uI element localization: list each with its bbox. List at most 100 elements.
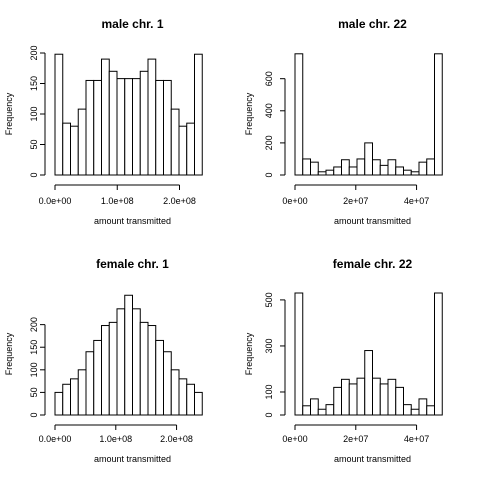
histogram-panel-3: female chr. 1 0.0e+00 1.0e+08 2.0e+08 0 50 100… — [4, 257, 203, 464]
x-tick-label: 0e+00 — [282, 196, 307, 206]
histogram-bar — [124, 78, 133, 176]
histogram-bar — [155, 339, 164, 416]
histogram-bar — [372, 159, 381, 176]
histogram-bar — [310, 398, 319, 416]
y-tick-label: 100 — [264, 384, 274, 399]
histogram-bar — [395, 386, 404, 416]
histogram-bar — [387, 378, 397, 416]
y-tick-label: 0 — [264, 172, 274, 177]
histogram-bar — [317, 408, 327, 416]
histogram-bar — [54, 53, 64, 176]
x-tick-label: 2.0e+08 — [160, 434, 193, 444]
y-tick-label: 200 — [29, 317, 39, 332]
y-tick-label: 50 — [29, 139, 39, 149]
histogram-bar — [147, 325, 157, 416]
histogram-bar — [132, 78, 141, 176]
y-tick-label: 0 — [264, 412, 274, 417]
histogram-bar — [70, 125, 79, 176]
histogram-bar — [302, 158, 311, 176]
histogram-bar — [116, 78, 126, 176]
histogram-bar — [101, 325, 110, 416]
histogram-bar — [302, 405, 311, 416]
histogram-bar — [85, 351, 95, 416]
histogram-panel-2: male chr. 22 0e+00 2e+07 4e+07 0 200 400 600 amo… — [244, 17, 443, 226]
histogram-bar — [101, 58, 110, 176]
y-tick-label: 300 — [264, 338, 274, 353]
histogram-bar — [77, 369, 87, 416]
histogram-bar — [194, 391, 203, 416]
histogram-bar — [403, 404, 412, 416]
y-axis-label: Frequency — [4, 92, 14, 135]
x-axis-label: amount transmitted — [94, 454, 171, 464]
histogram-panel-1: male chr. 1 0.0e+00 1.0e+08 2.0e+08 0 50 100 15… — [4, 17, 203, 226]
histogram-bar — [434, 53, 443, 176]
x-tick-label: 2e+07 — [343, 434, 368, 444]
histogram-bar — [178, 125, 188, 176]
x-axis-label: amount transmitted — [94, 216, 171, 226]
histogram-bar — [403, 169, 412, 176]
y-tick-label: 0 — [29, 412, 39, 417]
histogram-panel-4: female chr. 22 0e+00 2e+07 4e+07 0 100 300 500 a… — [244, 257, 443, 464]
histogram-bar — [139, 70, 149, 176]
histogram-bar — [194, 53, 203, 176]
chart-title: female chr. 1 — [96, 257, 169, 271]
histogram-bar — [124, 294, 133, 416]
y-tick-label: 150 — [29, 76, 39, 91]
y-tick-label: 150 — [29, 340, 39, 355]
histogram-bar — [163, 79, 172, 176]
histogram-bar — [410, 408, 420, 416]
histogram-bar — [333, 386, 342, 416]
x-tick-label: 0.0e+00 — [39, 434, 72, 444]
x-tick-label: 4e+07 — [404, 434, 429, 444]
histogram-bar — [333, 166, 342, 176]
histogram-bar — [147, 58, 157, 176]
histogram-bar — [356, 158, 366, 176]
x-tick-label: 4e+07 — [404, 196, 429, 206]
y-axis-label: Frequency — [244, 332, 254, 375]
histogram-bar — [341, 159, 350, 176]
histogram-bar — [426, 405, 435, 416]
x-tick-label: 0e+00 — [282, 434, 307, 444]
histogram-bar — [186, 383, 195, 416]
histogram-bar — [379, 383, 389, 416]
x-tick-label: 2.0e+08 — [163, 196, 196, 206]
y-tick-label: 400 — [264, 103, 274, 118]
histogram-bar — [70, 378, 79, 416]
histogram-bar — [395, 166, 404, 176]
histogram-bar — [170, 108, 180, 176]
histogram-bar — [434, 292, 443, 416]
histogram-bar — [341, 378, 350, 416]
histogram-bar — [387, 159, 397, 176]
histogram-bar — [178, 378, 188, 416]
y-tick-label: 600 — [264, 71, 274, 86]
y-tick-label: 0 — [29, 172, 39, 177]
histogram-bar — [325, 169, 335, 176]
y-tick-label: 200 — [264, 135, 274, 150]
x-tick-label: 0.0e+00 — [39, 196, 72, 206]
histogram-bar — [170, 369, 180, 416]
histogram-bar — [62, 122, 71, 176]
histogram-bar — [364, 350, 373, 416]
histogram-bar — [426, 158, 435, 176]
histogram-bar — [348, 383, 358, 416]
histogram-bar — [418, 398, 428, 416]
x-tick-label: 1.0e+08 — [101, 196, 134, 206]
histogram-bar — [54, 391, 64, 416]
histogram-bar — [348, 166, 358, 176]
histogram-bar — [108, 321, 118, 416]
chart-title: male chr. 1 — [101, 17, 163, 31]
histogram-bar — [410, 171, 420, 176]
histogram-bar — [325, 404, 335, 416]
histogram-bar — [379, 164, 389, 176]
histogram-bar — [132, 308, 141, 416]
histogram-bar — [93, 339, 102, 416]
y-axis-label: Frequency — [244, 92, 254, 135]
histogram-bar — [372, 377, 381, 416]
histogram-bar — [163, 351, 172, 416]
histogram-bar — [116, 308, 126, 416]
histogram-bar — [85, 79, 95, 176]
histogram-bar — [108, 70, 118, 176]
y-tick-label: 50 — [29, 387, 39, 397]
y-tick-label: 200 — [29, 45, 39, 60]
